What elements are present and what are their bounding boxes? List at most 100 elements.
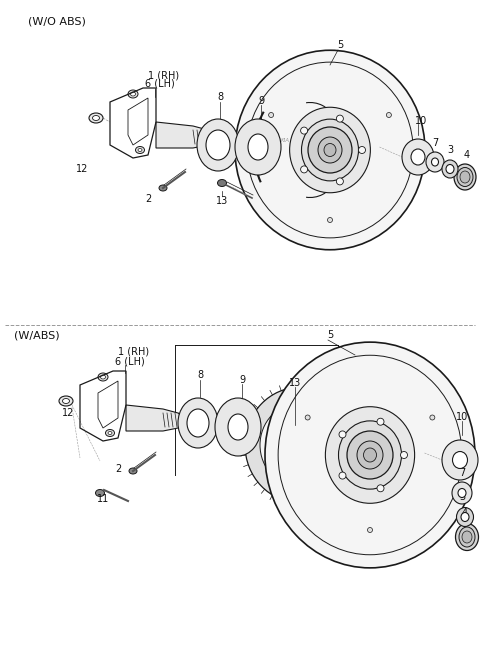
Ellipse shape [129, 468, 137, 474]
Text: (W/O ABS): (W/O ABS) [28, 17, 86, 27]
Ellipse shape [289, 107, 371, 193]
Ellipse shape [62, 399, 70, 404]
Polygon shape [126, 405, 188, 431]
Ellipse shape [400, 451, 408, 459]
Ellipse shape [128, 90, 138, 98]
Ellipse shape [98, 373, 108, 381]
Ellipse shape [442, 440, 478, 480]
Ellipse shape [430, 415, 435, 420]
Ellipse shape [325, 407, 415, 503]
Ellipse shape [453, 451, 468, 468]
Ellipse shape [187, 409, 209, 437]
Ellipse shape [377, 418, 384, 425]
Ellipse shape [228, 414, 248, 440]
Ellipse shape [324, 143, 336, 157]
Text: 9: 9 [239, 375, 245, 385]
Text: 8: 8 [197, 370, 203, 380]
Ellipse shape [411, 149, 425, 165]
Ellipse shape [446, 164, 454, 174]
Text: 1 (RH): 1 (RH) [118, 347, 149, 357]
Ellipse shape [402, 139, 434, 175]
Ellipse shape [368, 528, 372, 533]
Ellipse shape [347, 431, 393, 479]
Ellipse shape [59, 396, 73, 406]
Ellipse shape [108, 432, 112, 435]
Ellipse shape [327, 217, 333, 223]
Ellipse shape [386, 112, 391, 117]
Ellipse shape [336, 178, 343, 185]
Ellipse shape [336, 115, 343, 122]
Text: (W/ABS): (W/ABS) [14, 331, 60, 341]
Ellipse shape [89, 113, 103, 123]
Ellipse shape [260, 403, 340, 487]
Ellipse shape [308, 127, 352, 173]
Ellipse shape [301, 119, 359, 181]
Ellipse shape [458, 488, 466, 497]
Ellipse shape [339, 472, 346, 479]
Text: 12: 12 [76, 164, 88, 174]
Ellipse shape [215, 398, 261, 456]
Text: 7: 7 [459, 468, 465, 478]
Polygon shape [218, 134, 226, 145]
Ellipse shape [452, 482, 472, 504]
Text: KIA: KIA [280, 138, 289, 143]
Text: 8: 8 [217, 92, 223, 102]
Ellipse shape [251, 141, 265, 159]
Ellipse shape [106, 430, 115, 437]
Text: 5: 5 [337, 40, 343, 50]
Ellipse shape [178, 398, 218, 448]
Ellipse shape [454, 164, 476, 190]
Text: 6 (LH): 6 (LH) [115, 356, 145, 366]
Ellipse shape [240, 128, 276, 172]
Text: 7: 7 [432, 138, 438, 148]
Text: 2: 2 [145, 194, 151, 204]
Ellipse shape [131, 92, 135, 96]
Ellipse shape [456, 524, 479, 550]
Ellipse shape [235, 50, 425, 250]
Ellipse shape [363, 448, 376, 462]
Ellipse shape [265, 342, 475, 568]
Ellipse shape [459, 527, 475, 547]
Ellipse shape [359, 146, 365, 154]
Text: 9: 9 [258, 96, 264, 106]
Ellipse shape [318, 137, 342, 163]
Ellipse shape [197, 119, 239, 171]
Text: 11: 11 [97, 494, 109, 504]
Text: 1 (RH): 1 (RH) [148, 70, 179, 80]
Text: 3: 3 [447, 145, 453, 155]
Ellipse shape [93, 115, 99, 121]
Text: 12: 12 [62, 408, 74, 418]
Ellipse shape [190, 413, 206, 433]
Ellipse shape [432, 158, 439, 166]
Ellipse shape [456, 508, 473, 526]
Ellipse shape [462, 531, 472, 543]
Ellipse shape [426, 152, 444, 172]
Ellipse shape [377, 485, 384, 491]
Ellipse shape [217, 179, 227, 186]
Text: 10: 10 [415, 116, 427, 126]
Text: 2: 2 [115, 464, 121, 474]
Ellipse shape [135, 146, 144, 154]
Ellipse shape [138, 148, 142, 152]
Text: 5: 5 [327, 330, 333, 340]
Text: 6 (LH): 6 (LH) [145, 79, 175, 89]
Ellipse shape [248, 134, 268, 160]
Ellipse shape [338, 421, 401, 489]
Text: 3: 3 [459, 492, 465, 502]
Ellipse shape [442, 160, 458, 178]
Ellipse shape [96, 490, 105, 497]
Ellipse shape [245, 387, 355, 502]
Text: 4: 4 [462, 508, 468, 518]
Ellipse shape [300, 166, 308, 173]
Ellipse shape [220, 408, 256, 453]
Ellipse shape [235, 119, 281, 175]
Ellipse shape [305, 415, 310, 420]
Polygon shape [188, 417, 196, 428]
Ellipse shape [159, 185, 167, 191]
Polygon shape [156, 122, 218, 148]
Ellipse shape [460, 171, 470, 183]
Ellipse shape [357, 441, 383, 469]
Ellipse shape [288, 490, 298, 497]
Ellipse shape [446, 164, 454, 174]
Ellipse shape [339, 431, 346, 438]
